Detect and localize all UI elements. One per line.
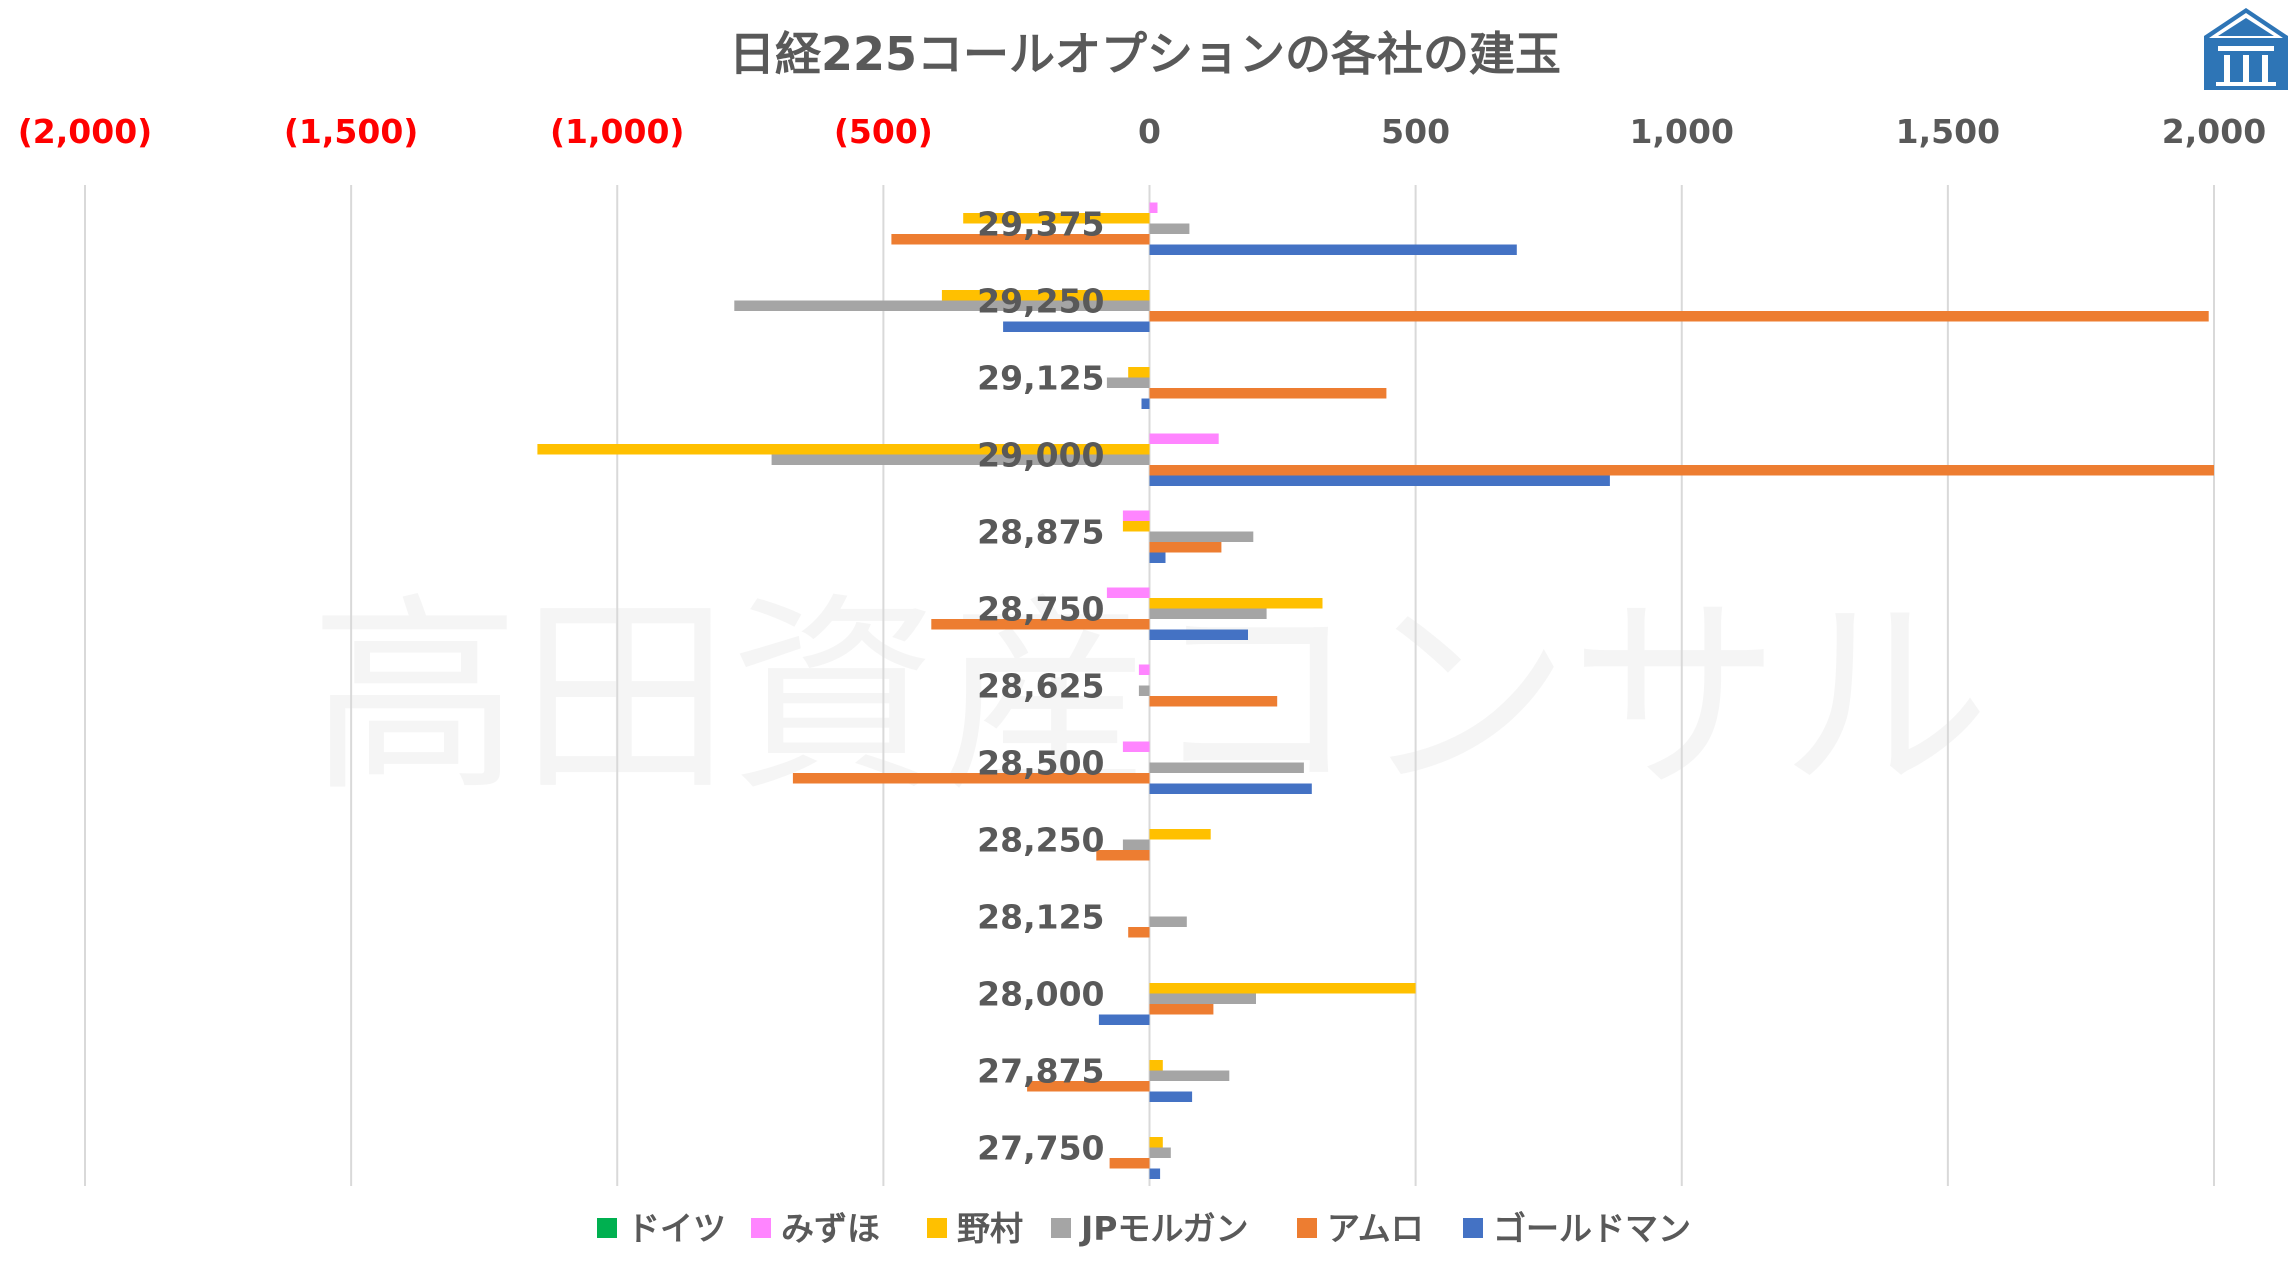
- bar-5-6: [931, 619, 1150, 630]
- bar-6-2: [1003, 321, 1150, 332]
- chart-title: 日経225コールオプションの各社の建玉: [729, 27, 1561, 81]
- bar-3-4: [537, 444, 1150, 455]
- bar-6-1: [1149, 244, 1517, 255]
- bar-5-7: [1149, 696, 1278, 707]
- category-label: 28,250: [977, 821, 1104, 860]
- bar-5-13: [1109, 1158, 1150, 1169]
- bar-2-4: [1149, 433, 1219, 444]
- legend-swatch: [927, 1218, 947, 1238]
- bar-4-6: [1149, 608, 1267, 619]
- category-label: 29,125: [977, 359, 1104, 398]
- legend-label: みずほ: [781, 1209, 880, 1248]
- category-label: 29,250: [977, 282, 1104, 321]
- bar-3-1: [963, 213, 1150, 224]
- category-label: 27,750: [977, 1129, 1104, 1168]
- bar-3-11: [1149, 983, 1416, 994]
- x-tick-label: (2,000): [18, 112, 153, 151]
- bar-4-13: [1149, 1147, 1171, 1158]
- legend-label: ドイツ: [627, 1209, 726, 1248]
- bar-3-13: [1149, 1137, 1163, 1148]
- bar-2-7: [1138, 664, 1150, 675]
- bar-6-6: [1149, 629, 1248, 640]
- x-axis-ticks: (2,000) (1,500) (1,000) (500) 0 500 1,000 1,500…: [18, 112, 2266, 151]
- bar-4-9: [1122, 839, 1150, 850]
- bar-4-5: [1149, 531, 1254, 542]
- x-tick-label: 500: [1381, 112, 1450, 151]
- category-label: 28,000: [977, 975, 1104, 1014]
- legend-swatch: [751, 1218, 771, 1238]
- bar-6-11: [1098, 1014, 1150, 1025]
- bar-5-2: [1149, 311, 2209, 322]
- bar-4-11: [1149, 993, 1256, 1004]
- category-label: 29,000: [977, 436, 1104, 475]
- legend-swatch: [1051, 1218, 1071, 1238]
- legend-swatch: [1463, 1218, 1483, 1238]
- bar-4-2: [734, 300, 1150, 311]
- bars: [537, 202, 2214, 1179]
- bar-6-8: [1149, 783, 1312, 794]
- category-labels: 29,375 29,250 29,125 29,000 28,875 28,750 28,6…: [977, 205, 1104, 1168]
- category-label: 28,875: [977, 513, 1104, 552]
- bar-2-5: [1122, 510, 1150, 521]
- legend-swatch: [597, 1218, 617, 1238]
- bar-3-6: [1149, 598, 1323, 609]
- bar-2-6: [1106, 587, 1150, 598]
- bar-3-12: [1149, 1060, 1163, 1071]
- x-tick-label: (1,500): [284, 112, 419, 151]
- bar-5-12: [1027, 1081, 1150, 1092]
- bar-4-10: [1149, 916, 1187, 927]
- bar-5-11: [1149, 1004, 1214, 1015]
- category-label: 28,625: [977, 667, 1104, 706]
- bar-6-12: [1149, 1091, 1193, 1102]
- x-tick-label: 2,000: [2162, 112, 2266, 151]
- bar-4-4: [771, 454, 1150, 465]
- x-tick-label: 1,500: [1896, 112, 2000, 151]
- logo-icon: [2204, 8, 2288, 90]
- legend-label: JPモルガン: [1079, 1209, 1248, 1248]
- legend-label: 野村: [957, 1209, 1023, 1248]
- bar-5-9: [1096, 850, 1150, 861]
- bar-6-5: [1149, 552, 1166, 563]
- bar-4-3: [1106, 377, 1150, 388]
- bar-4-12: [1149, 1070, 1230, 1081]
- bar-5-1: [891, 234, 1150, 245]
- legend-swatch: [1297, 1218, 1317, 1238]
- x-tick-label: (500): [834, 112, 933, 151]
- bar-6-13: [1149, 1168, 1161, 1179]
- legend-label: アムロ: [1327, 1209, 1424, 1248]
- bar-5-10: [1128, 927, 1150, 938]
- category-label: 28,125: [977, 898, 1104, 937]
- bar-4-7: [1138, 685, 1150, 696]
- legend-label: ゴールドマン: [1493, 1209, 1691, 1248]
- category-label: 27,875: [977, 1052, 1104, 1091]
- category-label: 29,375: [977, 205, 1104, 244]
- bar-5-4: [1149, 465, 2214, 476]
- bar-5-3: [1149, 388, 1387, 399]
- category-label: 28,500: [977, 744, 1104, 783]
- bar-6-4: [1149, 475, 1610, 486]
- bar-6-3: [1141, 398, 1150, 409]
- category-label: 28,750: [977, 590, 1104, 629]
- x-tick-label: (1,000): [550, 112, 685, 151]
- x-tick-label: 0: [1138, 112, 1161, 151]
- bar-5-5: [1149, 542, 1222, 553]
- legend: ドイツ みずほ 野村 JPモルガン アムロ ゴールドマン: [597, 1209, 1691, 1248]
- bar-3-9: [1149, 829, 1211, 840]
- bar-4-1: [1149, 223, 1190, 234]
- bar-2-1: [1149, 202, 1158, 213]
- bar-3-3: [1128, 367, 1150, 378]
- bar-2-8: [1122, 741, 1150, 752]
- bar-3-5: [1122, 521, 1150, 532]
- bar-4-8: [1149, 762, 1304, 773]
- x-tick-label: 1,000: [1630, 112, 1734, 151]
- bar-5-8: [792, 773, 1150, 784]
- bar-3-2: [941, 290, 1150, 301]
